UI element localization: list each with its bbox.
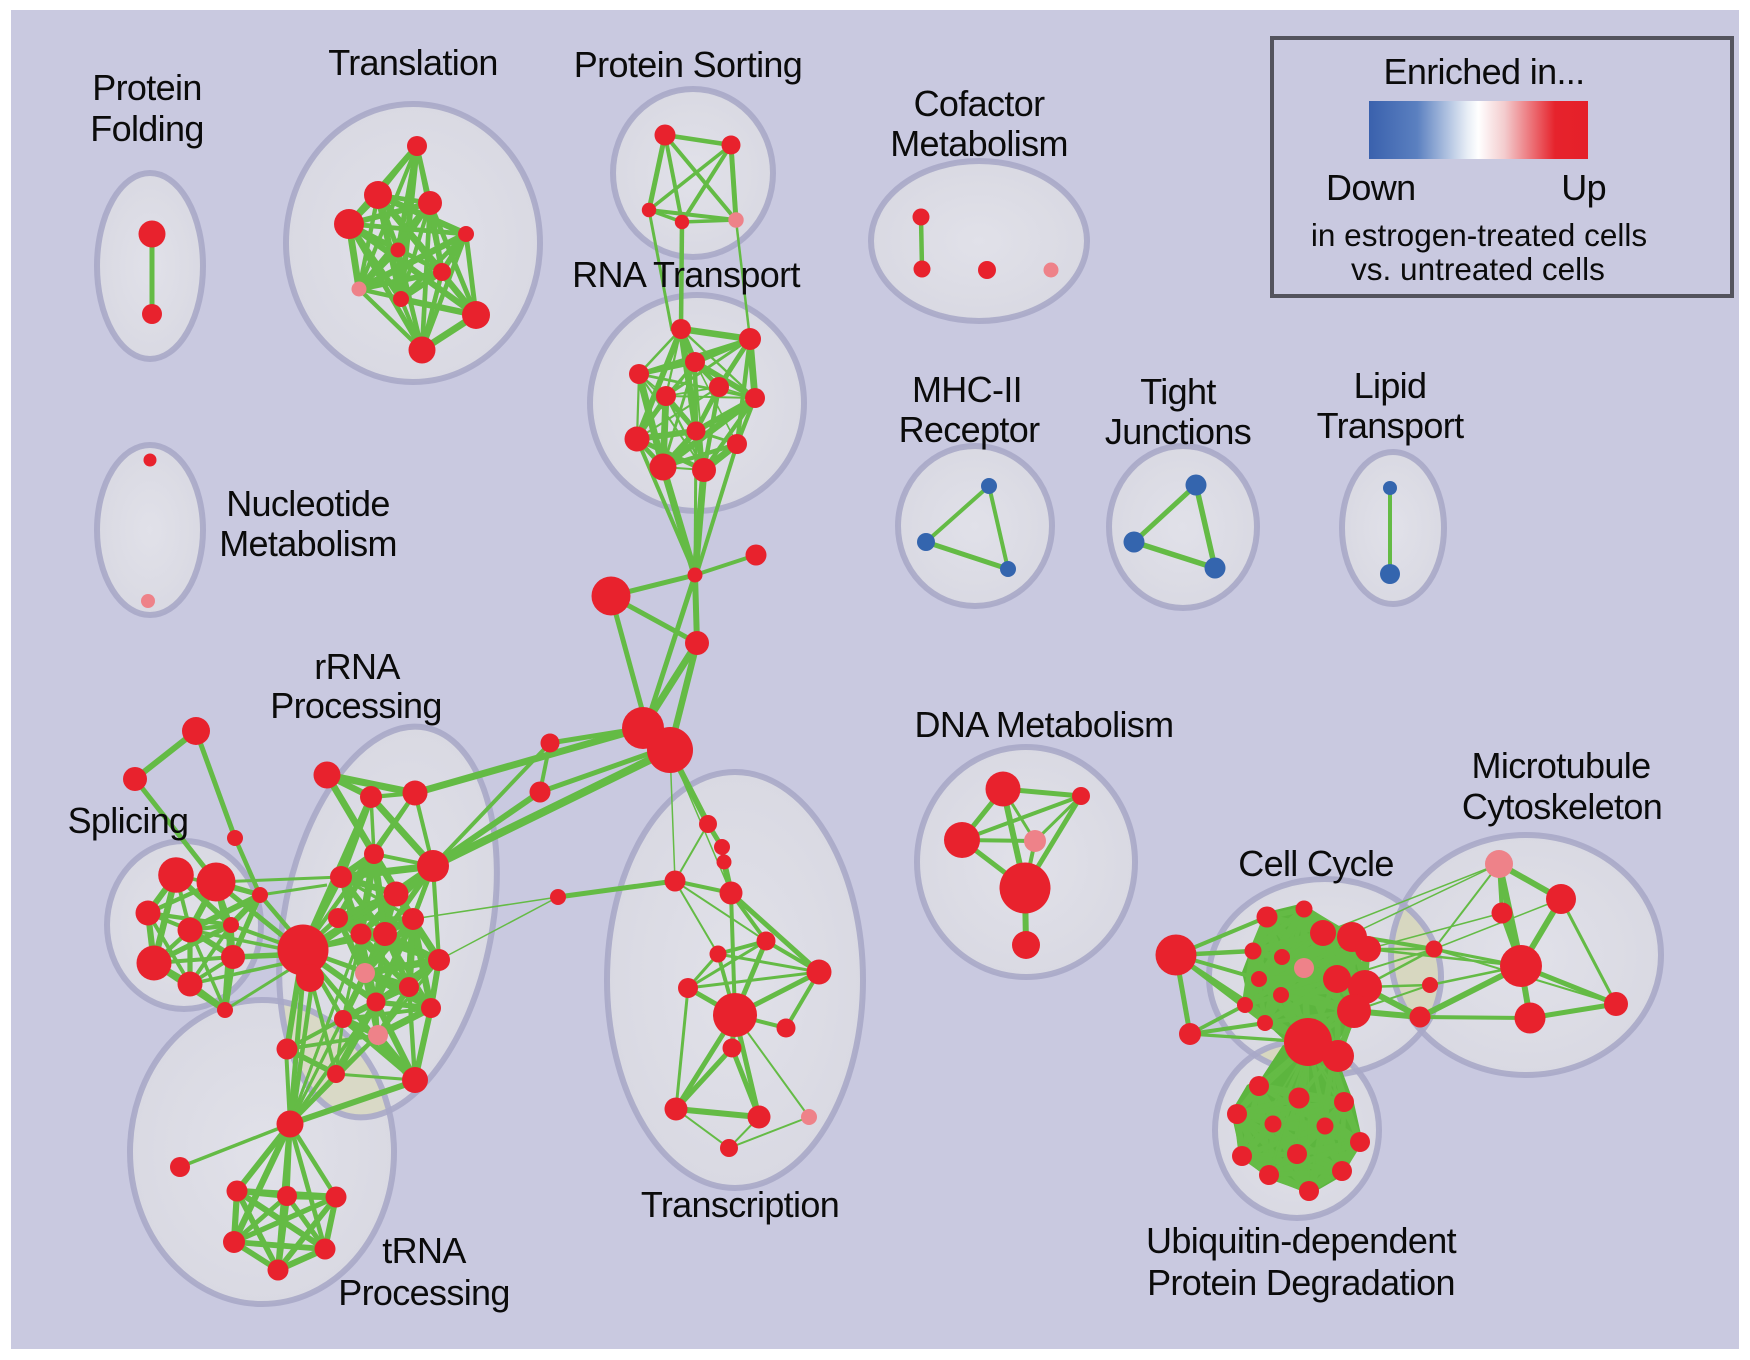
svg-text:Metabolism: Metabolism	[219, 523, 397, 564]
svg-text:Microtubule: Microtubule	[1472, 745, 1651, 786]
svg-text:Cofactor: Cofactor	[914, 83, 1046, 124]
svg-text:Folding: Folding	[90, 108, 204, 149]
svg-text:Metabolism: Metabolism	[890, 123, 1068, 164]
svg-text:Tight: Tight	[1140, 371, 1216, 412]
svg-text:RNA Transport: RNA Transport	[572, 254, 800, 295]
svg-text:Junctions: Junctions	[1105, 411, 1251, 452]
svg-text:Lipid: Lipid	[1354, 365, 1427, 406]
svg-text:Down: Down	[1326, 167, 1415, 208]
svg-text:Splicing: Splicing	[68, 800, 189, 841]
svg-text:Protein: Protein	[92, 67, 202, 108]
svg-text:tRNA: tRNA	[382, 1230, 466, 1271]
svg-text:Enriched in...: Enriched in...	[1383, 51, 1584, 92]
svg-text:in estrogen-treated cells: in estrogen-treated cells	[1311, 217, 1647, 253]
svg-text:Transport: Transport	[1317, 405, 1465, 446]
svg-text:Processing: Processing	[338, 1272, 510, 1313]
svg-text:Processing: Processing	[270, 685, 442, 726]
svg-text:Nucleotide: Nucleotide	[226, 483, 390, 524]
svg-text:Transcription: Transcription	[641, 1184, 839, 1225]
svg-text:rRNA: rRNA	[314, 646, 400, 687]
svg-text:Cell Cycle: Cell Cycle	[1238, 843, 1394, 884]
svg-text:Receptor: Receptor	[899, 409, 1041, 450]
svg-text:Protein Sorting: Protein Sorting	[574, 44, 802, 85]
svg-text:Translation: Translation	[328, 42, 498, 83]
svg-text:Ubiquitin-dependent: Ubiquitin-dependent	[1146, 1220, 1457, 1261]
svg-text:Protein Degradation: Protein Degradation	[1147, 1262, 1455, 1303]
svg-text:Up: Up	[1561, 167, 1606, 208]
svg-text:DNA Metabolism: DNA Metabolism	[915, 704, 1174, 745]
svg-text:vs. untreated cells: vs. untreated cells	[1351, 251, 1605, 287]
svg-text:MHC-II: MHC-II	[912, 369, 1022, 410]
svg-text:Cytoskeleton: Cytoskeleton	[1462, 786, 1662, 827]
